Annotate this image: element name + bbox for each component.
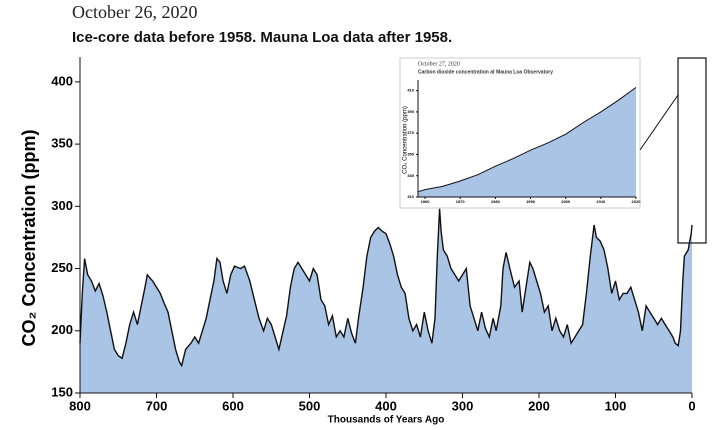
inset-title: October 27, 2020 [418, 61, 460, 67]
x-tick-label: 700 [146, 399, 168, 414]
line [79, 208, 693, 368]
inset-subtitle: Carbon dioxide concentration at Mauna Lo… [418, 69, 553, 75]
area [80, 208, 692, 393]
y-tick-label: 200 [51, 322, 73, 337]
x-tick-label: 200 [528, 399, 550, 414]
zoom-connector [639, 94, 679, 151]
y-tick-label: 250 [51, 260, 73, 275]
y-tick-label: 350 [51, 136, 73, 151]
y-tick-label: 400 [51, 73, 73, 88]
area [418, 87, 636, 197]
y-tick-label: 330 [407, 173, 414, 178]
x-tick-label: 2010 [596, 199, 606, 204]
chart-subtitle: Ice-core data before 1958. Mauna Loa dat… [72, 29, 452, 46]
y-tick-label: 300 [51, 198, 73, 213]
y-tick-label: 370 [407, 130, 414, 135]
x-axis-label: Thousands of Years Ago [328, 415, 445, 426]
y-tick-label: 310 [407, 194, 414, 199]
x-tick-label: 1960 [421, 199, 431, 204]
x-tick-label: 1990 [526, 199, 536, 204]
x-tick-label: 400 [375, 399, 397, 414]
y-tick-label: 410 [407, 88, 414, 93]
x-tick-label: 500 [299, 399, 321, 414]
y-tick-label: 350 [407, 152, 414, 157]
x-tick-label: 1980 [491, 199, 501, 204]
x-tick-label: 600 [222, 399, 244, 414]
y-axis-label: CO₂ Concentration (ppm) [19, 130, 39, 347]
x-tick-label: 2020 [632, 199, 642, 204]
line [417, 86, 637, 193]
y-tick-label: 390 [407, 109, 414, 114]
x-tick-label: 1970 [456, 199, 466, 204]
y-tick-label: 150 [51, 384, 73, 399]
x-tick-label: 300 [452, 399, 474, 414]
inset-y-label: CO₂ Concentration (ppm) [403, 106, 409, 174]
x-tick-label: 100 [605, 399, 627, 414]
zoom-box [677, 57, 707, 244]
x-tick-label: 0 [688, 399, 695, 414]
x-tick-label: 800 [69, 399, 91, 414]
x-tick-label: 2000 [561, 199, 571, 204]
chart-title: October 26, 2020 [72, 2, 197, 22]
